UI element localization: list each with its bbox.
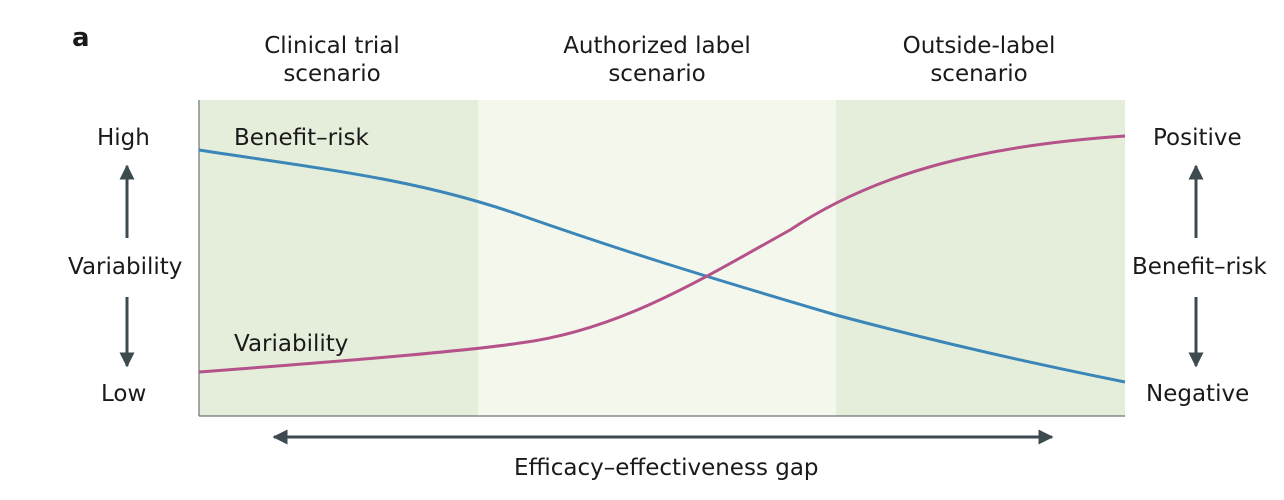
right-axis-negative-label: Negative bbox=[1146, 381, 1250, 407]
right-axis-positive-label: Positive bbox=[1153, 125, 1242, 151]
region-outside-label bbox=[836, 100, 1125, 416]
variability-curve bbox=[198, 134, 1126, 374]
scenario-line1: Clinical trial bbox=[264, 33, 400, 59]
variability-curve-label: Variability bbox=[234, 331, 349, 357]
scenario-line1: Outside-label bbox=[902, 33, 1056, 59]
scenario-line2: scenario bbox=[283, 61, 381, 87]
scenario-line1: Authorized label bbox=[563, 33, 751, 59]
panel-label: a bbox=[72, 23, 90, 53]
scenario-line2: scenario bbox=[608, 61, 706, 87]
scenario-clinical-trial-title: Clinical trial scenario bbox=[202, 32, 462, 88]
right-axis-title: Benefit–risk bbox=[1132, 254, 1267, 280]
left-axis-high-label: High bbox=[97, 125, 150, 151]
scenario-authorized-label-title: Authorized label scenario bbox=[527, 32, 787, 88]
region-clinical-trial bbox=[199, 100, 478, 416]
region-authorized-label bbox=[478, 100, 836, 416]
scenario-line2: scenario bbox=[930, 61, 1028, 87]
left-axis-low-label: Low bbox=[101, 381, 147, 407]
benefit-risk-curve bbox=[198, 148, 1126, 384]
scenario-outside-label-title: Outside-label scenario bbox=[849, 32, 1109, 88]
benefit-risk-curve-label: Benefit–risk bbox=[234, 125, 369, 151]
efficacy-effectiveness-gap-label: Efficacy–effectiveness gap bbox=[514, 455, 819, 481]
left-axis-title: Variability bbox=[68, 254, 183, 280]
